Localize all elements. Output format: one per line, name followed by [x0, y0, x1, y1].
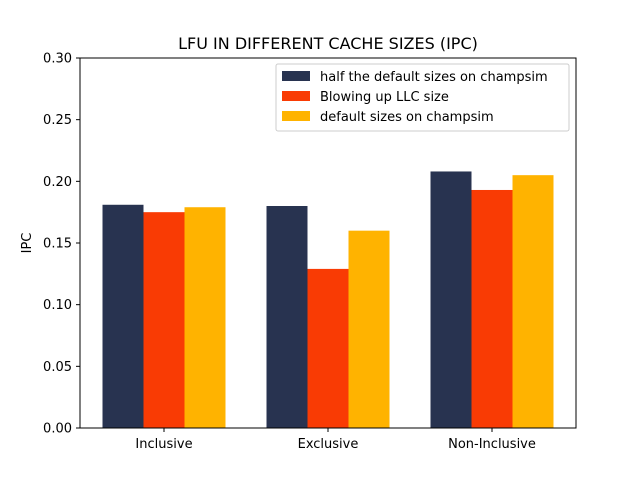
y-tick-label: 0.10 [43, 298, 72, 313]
bar-series-2-non-inclusive [471, 189, 513, 428]
legend-label: half the default sizes on champsim [320, 70, 548, 85]
legend-label: Blowing up LLC size [320, 90, 449, 105]
legend: half the default sizes on champsim Blowin… [275, 63, 570, 132]
bar-series-3-non-inclusive [512, 175, 554, 428]
x-tick-label: Non-Inclusive [448, 437, 536, 452]
bar-series-3-exclusive [348, 230, 390, 428]
y-tick-label: 0.25 [43, 113, 72, 128]
bar-series-2-exclusive [307, 268, 349, 428]
y-tick-label: 0.05 [43, 360, 72, 375]
y-tick-label: 0.20 [43, 175, 72, 190]
y-tick-label: 0.00 [43, 422, 72, 437]
legend-label: default sizes on champsim [320, 110, 494, 125]
bar-series-2-inclusive [143, 212, 185, 428]
bar-series-3-inclusive [184, 207, 226, 428]
chart-title: LFU IN DIFFERENT CACHE SIZES (IPC) [178, 34, 478, 53]
x-tick-label: Inclusive [135, 437, 192, 452]
x-tick-label: Exclusive [298, 437, 359, 452]
legend-swatch [282, 91, 310, 101]
y-axis-label: IPC [20, 233, 35, 254]
legend-box [275, 63, 570, 132]
legend-swatch [282, 111, 310, 121]
y-axis: 0.00 0.05 0.10 0.15 0.20 0.25 0.30 [43, 52, 80, 437]
bar-series-1-inclusive [102, 204, 144, 428]
bar-series-1-non-inclusive [430, 171, 472, 428]
y-tick-label: 0.30 [43, 52, 72, 67]
bars-group [102, 171, 554, 428]
bar-series-1-exclusive [266, 206, 308, 428]
y-tick-label: 0.15 [43, 237, 72, 252]
legend-swatch [282, 71, 310, 81]
x-axis: Inclusive Exclusive Non-Inclusive [135, 428, 536, 452]
